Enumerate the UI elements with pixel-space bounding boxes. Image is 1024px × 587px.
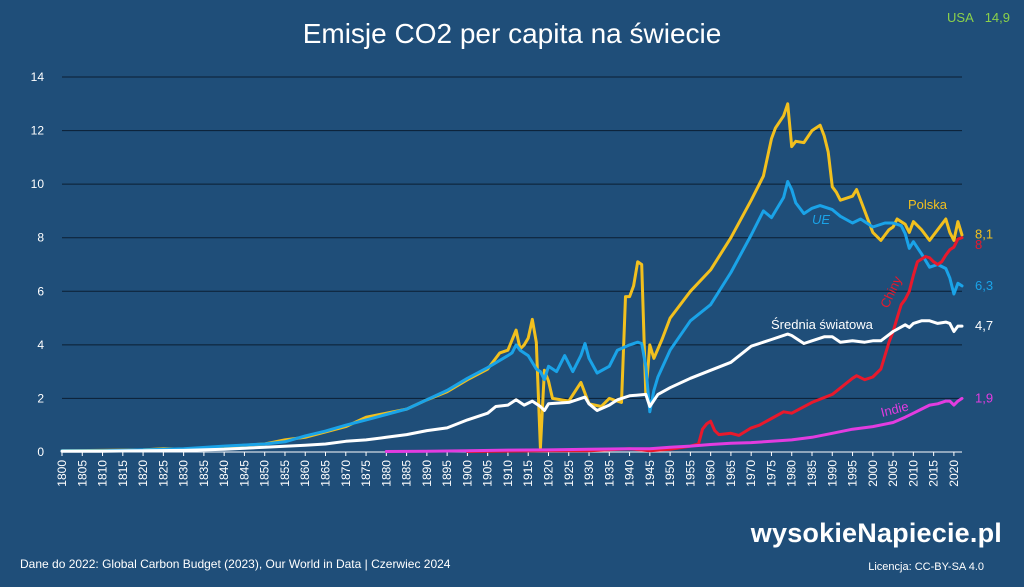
y-tick-label: 12: [31, 124, 45, 138]
x-tick-label: 1985: [805, 460, 819, 487]
y-tick-label: 4: [37, 338, 44, 352]
x-tick-label: 1805: [75, 460, 89, 487]
x-tick-label: 1880: [379, 460, 393, 487]
x-tick-label: 1920: [541, 460, 555, 487]
x-tick-label: 1800: [55, 460, 69, 487]
y-tick-label: 0: [37, 445, 44, 459]
x-tick-label: 1830: [177, 460, 191, 487]
y-tick-label: 2: [37, 391, 44, 405]
brand-logo: wysokieNapiecie.pl: [750, 518, 1002, 548]
source-note: Dane do 2022: Global Carbon Budget (2023…: [20, 557, 451, 571]
x-tick-label: 1930: [582, 460, 596, 487]
x-tick-label: 1855: [278, 460, 292, 487]
usa-note-country: USA: [947, 10, 974, 25]
x-tick-label: 1910: [501, 460, 515, 487]
series-line-ue: [60, 180, 964, 453]
x-tick-label: 2005: [886, 460, 900, 487]
x-tick-label: 1980: [785, 460, 799, 487]
y-tick-label: 6: [37, 284, 44, 298]
x-tick-label: 1885: [400, 460, 414, 487]
x-tick-label: 1975: [764, 460, 778, 487]
x-tick-label: 1915: [521, 460, 535, 487]
x-tick-label: 1820: [136, 460, 150, 487]
annotation-srednia-swiatowa: Średnia światowa: [771, 317, 874, 332]
end-label-srednia-swiatowa: 4,7: [975, 318, 993, 333]
x-tick-label: 1850: [258, 460, 272, 487]
usa-note-value: 14,9: [984, 10, 1010, 25]
y-tick-label: 10: [31, 177, 45, 191]
x-tick-label: 1965: [724, 460, 738, 487]
x-tick-label: 1890: [420, 460, 434, 487]
x-tick-label: 1815: [116, 460, 130, 487]
x-tick-label: 1945: [643, 460, 657, 487]
x-tick-label: 2015: [927, 460, 941, 487]
x-tick-label: 1825: [156, 460, 170, 487]
x-tick-label: 1925: [562, 460, 576, 487]
x-tick-label: 2010: [906, 460, 920, 487]
end-label-chiny: 8: [975, 237, 982, 252]
x-tick-label: 1865: [319, 460, 333, 487]
x-tick-label: 1995: [846, 460, 860, 487]
x-tick-label: 1895: [440, 460, 454, 487]
series-line-chiny: [465, 236, 964, 453]
x-tick-label: 1935: [602, 460, 616, 487]
x-tick-label: 1840: [217, 460, 231, 487]
x-tick-label: 1960: [704, 460, 718, 487]
x-tick-label: 1950: [663, 460, 677, 487]
x-tick-label: 1835: [197, 460, 211, 487]
series-line-indie: [384, 396, 964, 453]
usa-note: USA 14,9: [939, 10, 1010, 25]
x-tick-label: 1875: [359, 460, 373, 487]
series-line-srednia-swiatowa: [60, 319, 964, 453]
x-tick-label: 2000: [866, 460, 880, 487]
x-tick-label: 1905: [481, 460, 495, 487]
y-tick-label: 14: [31, 70, 45, 84]
x-tick-label: 1900: [460, 460, 474, 487]
x-tick-label: 1870: [339, 460, 353, 487]
x-tick-label: 1955: [683, 460, 697, 487]
y-tick-label: 8: [37, 231, 44, 245]
x-tick-label: 1970: [744, 460, 758, 487]
end-label-polska: 8,1: [975, 227, 993, 242]
annotation-indie: Indie: [879, 399, 910, 420]
annotation-ue: UE: [812, 212, 830, 227]
x-tick-label: 1845: [237, 460, 251, 487]
chart-title: Emisje CO2 per capita na świecie: [302, 18, 722, 49]
x-tick-label: 1860: [298, 460, 312, 487]
end-label-indie: 1,9: [975, 390, 993, 405]
x-tick-label: 2020: [947, 460, 961, 487]
license-note: Licencja: CC-BY-SA 4.0: [868, 561, 984, 573]
end-label-ue: 6,3: [975, 278, 993, 293]
x-tick-label: 1810: [96, 460, 110, 487]
x-tick-label: 1990: [825, 460, 839, 487]
x-tick-label: 1940: [623, 460, 637, 487]
annotation-polska: Polska: [908, 197, 948, 212]
